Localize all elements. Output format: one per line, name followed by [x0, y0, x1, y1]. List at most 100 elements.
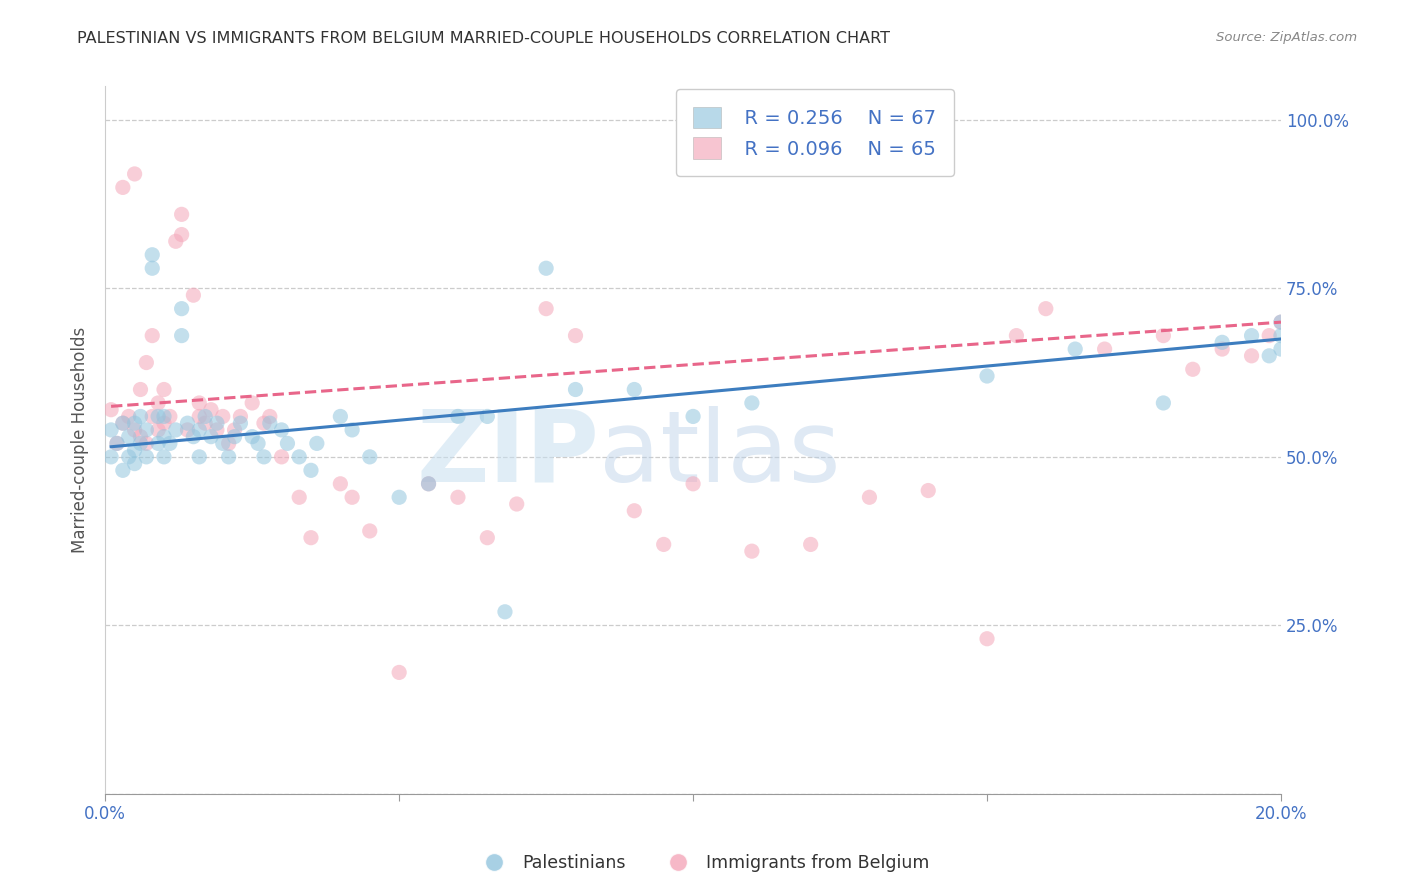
- Point: [153, 383, 176, 397]
- Point: [253, 450, 276, 464]
- Point: [1152, 328, 1174, 343]
- Point: [170, 227, 193, 242]
- Point: [276, 436, 298, 450]
- Point: [100, 450, 122, 464]
- Point: [153, 430, 176, 444]
- Point: [305, 436, 328, 450]
- Point: [146, 423, 169, 437]
- Point: [1258, 349, 1281, 363]
- Point: [124, 443, 146, 458]
- Point: [124, 423, 146, 437]
- Point: [1005, 328, 1028, 343]
- Point: [218, 450, 240, 464]
- Point: [205, 423, 228, 437]
- Point: [976, 632, 998, 646]
- Point: [153, 409, 176, 424]
- Point: [146, 396, 169, 410]
- Point: [388, 665, 411, 680]
- Point: [229, 416, 252, 430]
- Point: [340, 490, 363, 504]
- Point: [124, 457, 146, 471]
- Point: [741, 396, 763, 410]
- Point: [165, 235, 187, 249]
- Point: [1094, 342, 1116, 356]
- Point: [976, 369, 998, 384]
- Point: [240, 396, 263, 410]
- Text: Source: ZipAtlas.com: Source: ZipAtlas.com: [1216, 31, 1357, 45]
- Point: [124, 167, 146, 181]
- Point: [800, 537, 823, 551]
- Point: [159, 436, 181, 450]
- Point: [146, 436, 169, 450]
- Y-axis label: Married-couple Households: Married-couple Households: [72, 326, 89, 553]
- Point: [188, 409, 211, 424]
- Point: [1181, 362, 1204, 376]
- Point: [111, 463, 134, 477]
- Point: [1152, 396, 1174, 410]
- Point: [111, 180, 134, 194]
- Point: [129, 436, 152, 450]
- Point: [388, 490, 411, 504]
- Point: [211, 409, 233, 424]
- Point: [534, 261, 557, 276]
- Point: [118, 409, 141, 424]
- Point: [623, 383, 645, 397]
- Point: [218, 436, 240, 450]
- Point: [477, 531, 499, 545]
- Point: [1270, 328, 1292, 343]
- Point: [159, 409, 181, 424]
- Point: [100, 423, 122, 437]
- Point: [1240, 349, 1263, 363]
- Point: [135, 355, 157, 369]
- Point: [340, 423, 363, 437]
- Point: [224, 423, 246, 437]
- Point: [270, 423, 292, 437]
- Point: [652, 537, 675, 551]
- Point: [188, 396, 211, 410]
- Legend: Palestinians, Immigrants from Belgium: Palestinians, Immigrants from Belgium: [470, 847, 936, 879]
- Point: [1270, 315, 1292, 329]
- Point: [118, 430, 141, 444]
- Point: [917, 483, 939, 498]
- Point: [494, 605, 516, 619]
- Point: [170, 328, 193, 343]
- Point: [165, 423, 187, 437]
- Point: [477, 409, 499, 424]
- Legend:   R = 0.256    N = 67,   R = 0.096    N = 65: R = 0.256 N = 67, R = 0.096 N = 65: [676, 89, 953, 176]
- Point: [118, 450, 141, 464]
- Point: [135, 423, 157, 437]
- Point: [1240, 328, 1263, 343]
- Point: [229, 409, 252, 424]
- Point: [211, 436, 233, 450]
- Point: [564, 383, 586, 397]
- Point: [170, 301, 193, 316]
- Point: [205, 416, 228, 430]
- Point: [288, 450, 311, 464]
- Point: [418, 476, 440, 491]
- Point: [1211, 342, 1233, 356]
- Point: [105, 436, 128, 450]
- Point: [1211, 335, 1233, 350]
- Text: ZIP: ZIP: [416, 406, 599, 503]
- Point: [447, 409, 470, 424]
- Point: [111, 416, 134, 430]
- Point: [447, 490, 470, 504]
- Point: [418, 476, 440, 491]
- Point: [183, 288, 205, 302]
- Point: [135, 436, 157, 450]
- Point: [288, 490, 311, 504]
- Point: [176, 416, 198, 430]
- Point: [183, 430, 205, 444]
- Point: [682, 409, 704, 424]
- Point: [564, 328, 586, 343]
- Point: [240, 430, 263, 444]
- Point: [259, 409, 281, 424]
- Point: [359, 524, 381, 538]
- Point: [259, 416, 281, 430]
- Point: [270, 450, 292, 464]
- Point: [194, 409, 217, 424]
- Point: [111, 416, 134, 430]
- Point: [200, 430, 222, 444]
- Point: [141, 261, 163, 276]
- Point: [247, 436, 270, 450]
